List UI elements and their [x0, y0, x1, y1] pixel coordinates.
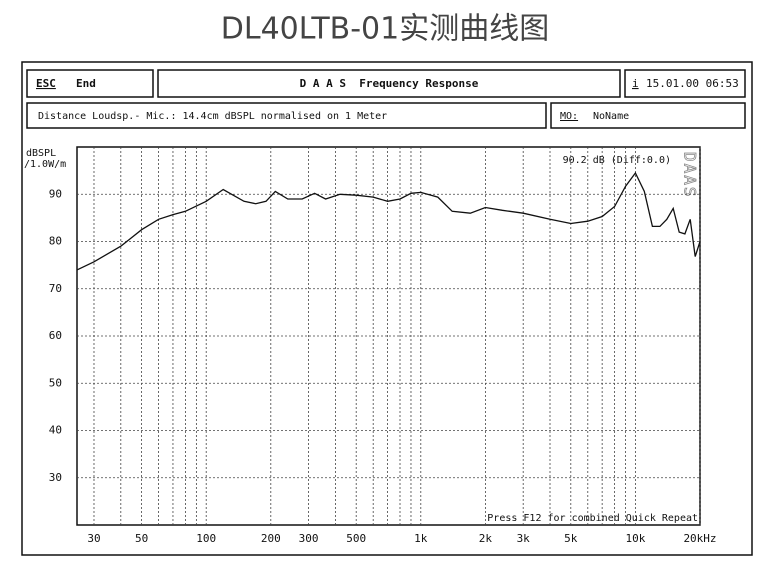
x-tick-label: 1k — [414, 532, 428, 545]
x-tick-label: 50 — [135, 532, 148, 545]
distance-box — [26, 102, 547, 129]
y-tick-label: 30 — [49, 471, 62, 484]
x-tick-label: 10k — [625, 532, 645, 545]
footer-note: Press F12 for combined Quick Repeat — [487, 513, 698, 524]
x-tick-label: 30 — [87, 532, 100, 545]
y-tick-label: 80 — [49, 235, 62, 248]
screen-frame — [21, 61, 753, 556]
y-tick-label: 50 — [49, 376, 62, 389]
mo-label: MO: — [560, 111, 578, 122]
x-tick-label: 100 — [196, 532, 216, 545]
datetime-box — [624, 69, 746, 98]
distance-note: Distance Loudsp.- Mic.: 14.4cm dBSPL nor… — [38, 111, 387, 122]
response-curve — [76, 171, 701, 271]
chart-title: DL40LTB-01实测曲线图 — [221, 12, 549, 47]
readout: 90.2 dB (Diff:0.0) — [563, 155, 671, 166]
end-label: End — [76, 77, 96, 90]
x-tick-label: 2k — [479, 532, 493, 545]
y-label: dBSPL — [26, 148, 56, 159]
esc-key: ESC — [36, 77, 56, 90]
x-tick-label: 20kHz — [683, 532, 716, 545]
y-label-unit: /1.0W/m — [24, 159, 66, 170]
y-tick-label: 40 — [49, 424, 62, 437]
x-tick-label: 300 — [299, 532, 319, 545]
watermark: DAAS — [681, 152, 700, 199]
x-tick-label: 3k — [517, 532, 531, 545]
heading: D A A S Frequency Response — [300, 77, 479, 90]
info-icon: i — [632, 77, 639, 90]
heading-box — [157, 69, 621, 98]
y-tick-label: 90 — [49, 187, 62, 200]
name-box — [550, 102, 746, 129]
y-tick-label: 70 — [49, 282, 62, 295]
esc-box[interactable] — [26, 69, 154, 98]
mo-name: NoName — [593, 111, 629, 122]
x-tick-label: 5k — [564, 532, 578, 545]
y-tick-label: 60 — [49, 329, 62, 342]
datetime: 15.01.00 06:53 — [646, 77, 739, 90]
x-tick-label: 200 — [261, 532, 281, 545]
x-tick-label: 500 — [346, 532, 366, 545]
